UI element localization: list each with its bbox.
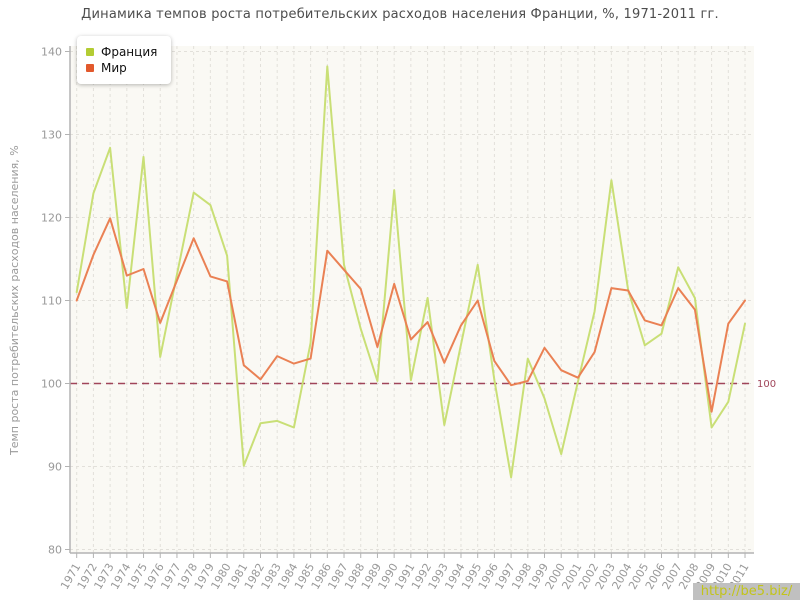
legend-item-world[interactable]: Мир [86,61,157,75]
legend-item-france[interactable]: Франция [86,45,157,59]
y-tick-label: 90 [48,461,62,474]
y-tick-label: 120 [41,212,62,225]
legend-label-world: Мир [101,61,127,75]
plot-background [70,46,754,553]
y-tick-label: 110 [41,295,62,308]
series-line-world [75,217,746,413]
threshold-label: 100 [757,379,776,390]
y-tick-label: 130 [41,129,62,142]
legend-label-france: Франция [101,45,158,59]
y-tick-label: 80 [48,544,62,557]
chart-title: Динамика темпов роста потребительских ра… [81,7,719,22]
chart-legend: Франция Мир [77,36,172,84]
watermark-link[interactable]: http://be5.biz/ [693,583,800,600]
y-tick-label: 100 [41,378,62,391]
world-color-swatch-icon [86,64,94,72]
france-color-swatch-icon [86,48,94,56]
y-axis-title: Темп роста потребительских расходов насе… [8,145,21,455]
series-line-france [75,65,746,479]
y-tick-label: 140 [41,46,62,59]
